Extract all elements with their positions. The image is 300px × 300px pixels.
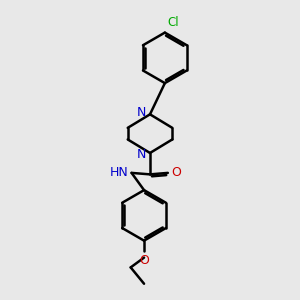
Text: HN: HN: [110, 166, 129, 179]
Text: Cl: Cl: [167, 16, 179, 29]
Text: O: O: [139, 254, 149, 267]
Text: O: O: [171, 166, 181, 179]
Text: N: N: [137, 106, 146, 119]
Text: N: N: [137, 148, 146, 161]
